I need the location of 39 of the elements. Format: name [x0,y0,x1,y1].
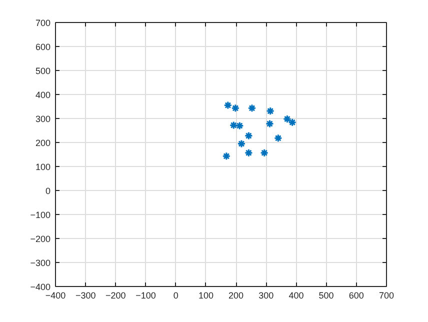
y-tick-label: 600 [35,42,51,52]
y-tick-label: −300 [30,258,51,268]
x-tick-label: −100 [136,290,156,300]
point [288,118,297,127]
point [231,104,240,112]
x-tick-label: 300 [258,290,274,300]
y-tick-label: 0 [45,186,51,196]
y-tick-label: 500 [35,66,51,76]
point [265,120,274,128]
point [224,101,232,110]
y-tick-label: 200 [35,138,51,148]
x-tick-label: 600 [348,290,364,300]
x-tick-label: −200 [106,290,126,300]
x-tick-label: 100 [198,290,214,300]
x-tick-label: −400 [45,290,66,300]
point [274,134,282,142]
point [266,106,275,116]
x-tick-label: 400 [288,290,304,300]
x-tick-label: 200 [228,290,244,300]
point [235,121,244,130]
y-tick-label: −200 [30,234,51,244]
point [237,139,246,148]
y-tick-label: 100 [35,162,51,172]
y-tick-label: −400 [30,282,51,292]
y-tick-label: −100 [30,210,51,220]
x-tick-label: 700 [378,290,394,300]
y-tick-label: 400 [35,90,51,100]
point [244,132,253,140]
x-tick-label: 500 [318,290,334,300]
y-tick-label: 700 [35,18,51,28]
point [282,114,292,124]
point [248,104,256,112]
point [222,152,231,160]
x-tick-label: 0 [173,290,178,300]
point [244,148,253,158]
point [260,148,269,158]
x-tick-label: −300 [75,290,96,300]
y-tick-label: 300 [35,114,51,124]
point [229,120,238,130]
